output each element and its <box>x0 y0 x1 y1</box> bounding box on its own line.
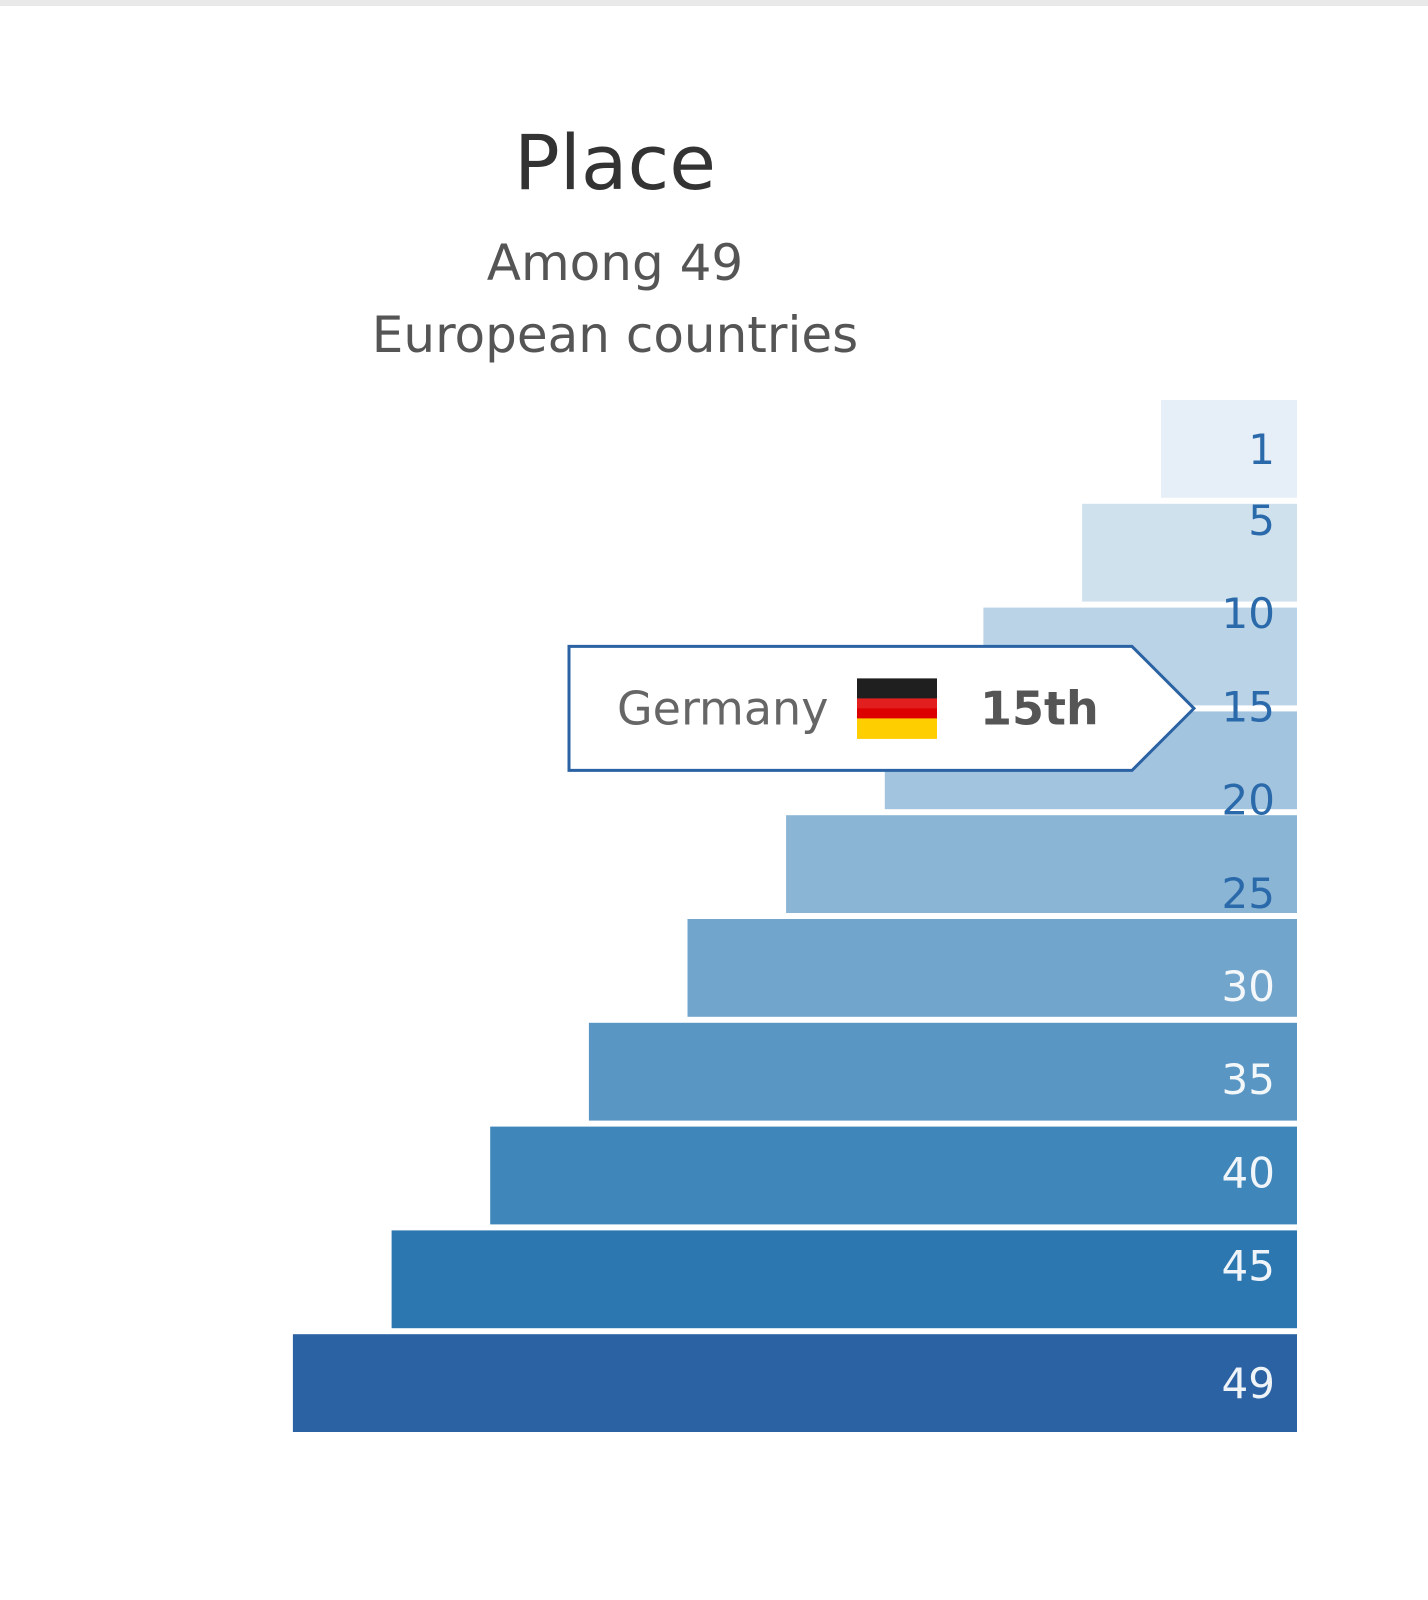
scale-label-25: 25 <box>1222 869 1275 918</box>
chart-title: Place <box>513 118 717 207</box>
rank-bar-1 <box>1161 400 1297 498</box>
rank-bar-20 <box>786 815 1297 913</box>
germany-flag-icon <box>857 678 937 739</box>
rank-bar-30 <box>588 1022 1297 1121</box>
flag-gloss <box>857 678 937 709</box>
scale-label-10: 10 <box>1222 589 1275 638</box>
rank-bar-25 <box>687 919 1297 1017</box>
scale-label-20: 20 <box>1222 776 1275 825</box>
scale-label-49: 49 <box>1222 1359 1275 1408</box>
rank-bar-35 <box>490 1126 1297 1225</box>
chart-subtitle-line-2: European countries <box>371 306 859 364</box>
callout-rank-label: 15th <box>980 681 1099 735</box>
scale-label-40: 40 <box>1222 1148 1275 1197</box>
scale-label-5: 5 <box>1248 496 1275 545</box>
top-divider <box>0 0 1428 6</box>
scale-label-30: 30 <box>1222 962 1275 1011</box>
scale-label-1: 1 <box>1248 425 1275 474</box>
callout-country-label: Germany <box>617 681 828 735</box>
bars-layer <box>292 400 1298 1432</box>
rank-bar-40 <box>391 1230 1298 1329</box>
flag-stripe-2 <box>857 718 937 739</box>
highlight-callout[interactable]: Germany 15th <box>567 644 1197 772</box>
scale-label-35: 35 <box>1222 1055 1275 1104</box>
chart-subtitle-line-1: Among 49 <box>486 234 744 292</box>
rank-bar-45 <box>292 1334 1297 1432</box>
flag-stripe-0 <box>857 678 937 699</box>
scale-label-45: 45 <box>1222 1242 1275 1291</box>
flag-stripe-1 <box>857 698 937 719</box>
scale-label-15: 15 <box>1222 682 1275 731</box>
rank-bar-5 <box>1082 503 1297 602</box>
